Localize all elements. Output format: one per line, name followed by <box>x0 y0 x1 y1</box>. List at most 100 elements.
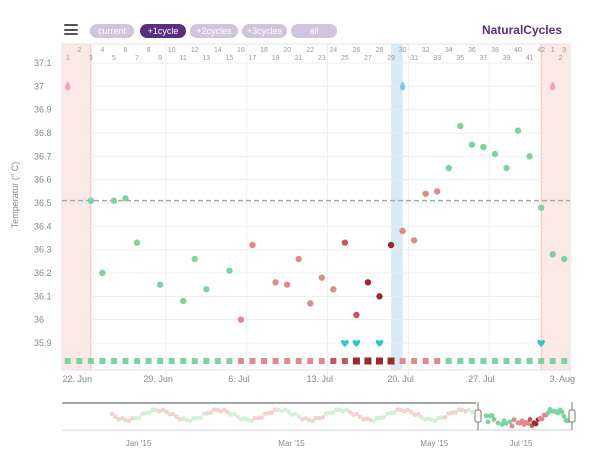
range-handle-icon[interactable] <box>474 409 482 423</box>
cycle-day-label: 17 <box>249 55 257 62</box>
day-status-square[interactable] <box>376 357 383 365</box>
temperature-point[interactable] <box>422 190 429 197</box>
temperature-point[interactable] <box>410 237 418 244</box>
day-status-square[interactable] <box>307 358 314 364</box>
day-status-square[interactable] <box>364 357 372 365</box>
temperature-point[interactable] <box>180 297 187 305</box>
temperature-point[interactable] <box>133 239 141 246</box>
day-status-square[interactable] <box>272 358 279 364</box>
temperature-point[interactable] <box>272 279 279 286</box>
temperature-point[interactable] <box>249 241 256 249</box>
temperature-point[interactable] <box>561 255 568 263</box>
day-status-square[interactable] <box>491 358 498 364</box>
temperature-point[interactable] <box>549 251 556 258</box>
day-status-square[interactable] <box>295 358 302 364</box>
day-status-square[interactable] <box>480 358 487 364</box>
range-handle-icon[interactable] <box>568 409 576 423</box>
day-status-square[interactable] <box>457 358 464 364</box>
day-status-square[interactable] <box>203 358 210 364</box>
overview-history-dot <box>347 409 353 415</box>
temperature-point[interactable] <box>99 269 106 277</box>
temperature-point[interactable] <box>434 188 441 195</box>
temperature-point[interactable] <box>318 274 325 281</box>
temperature-point[interactable] <box>480 143 487 151</box>
day-status-square[interactable] <box>180 358 187 364</box>
range-all-button[interactable]: all <box>291 24 337 38</box>
temperature-point[interactable] <box>283 281 291 288</box>
day-status-square[interactable] <box>157 358 164 364</box>
day-status-square[interactable] <box>352 357 360 365</box>
day-status-square[interactable] <box>561 358 568 364</box>
day-status-square[interactable] <box>399 358 406 364</box>
day-status-square[interactable] <box>341 358 348 364</box>
day-status-square[interactable] <box>249 358 256 364</box>
temperature-point[interactable] <box>87 197 95 204</box>
day-status-square[interactable] <box>411 358 418 364</box>
day-status-square[interactable] <box>64 358 71 364</box>
day-status-square[interactable] <box>237 358 244 364</box>
temperature-point[interactable] <box>399 227 406 235</box>
temperature-point[interactable] <box>503 164 510 172</box>
range-1cycle-button[interactable]: +1cycle <box>140 24 186 38</box>
day-status-square[interactable] <box>434 358 441 364</box>
temperature-point[interactable] <box>514 127 522 134</box>
day-status-square[interactable] <box>261 358 268 364</box>
cycle-day-label: 4 <box>100 47 104 54</box>
temperature-point[interactable] <box>237 316 245 323</box>
day-status-square[interactable] <box>226 358 233 364</box>
day-status-square[interactable] <box>76 358 83 364</box>
temperature-point[interactable] <box>156 281 164 288</box>
day-status-square[interactable] <box>318 358 325 364</box>
range-2cycles-button[interactable]: +2cycles <box>190 24 238 38</box>
temperature-point[interactable] <box>122 195 129 202</box>
temperature-point[interactable] <box>387 241 395 249</box>
temperature-point[interactable] <box>330 286 337 293</box>
day-status-square[interactable] <box>134 358 141 364</box>
day-status-square[interactable] <box>515 358 522 364</box>
day-status-square[interactable] <box>122 358 129 364</box>
range-3cycles-button[interactable]: +3cycles <box>242 24 287 38</box>
day-status-square[interactable] <box>445 358 452 364</box>
temperature-point[interactable] <box>537 204 545 211</box>
temperature-point[interactable] <box>468 141 476 148</box>
day-status-square[interactable] <box>422 358 429 364</box>
cycle-day-label: 1 <box>66 55 70 62</box>
temperature-point[interactable] <box>353 311 360 319</box>
temperature-point[interactable] <box>226 267 233 274</box>
cycle-day-label: 36 <box>468 47 476 54</box>
day-status-square[interactable] <box>284 358 291 364</box>
temperature-point[interactable] <box>110 197 118 204</box>
date-tick-label: 6. Jul <box>228 374 250 384</box>
cycle-day-label: 24 <box>329 47 337 54</box>
temperature-point[interactable] <box>491 150 499 158</box>
day-status-square[interactable] <box>503 358 510 364</box>
temperature-point[interactable] <box>341 239 349 246</box>
range-current-button[interactable]: current <box>90 24 134 38</box>
overview-history-dot <box>313 415 319 421</box>
temperature-point[interactable] <box>191 255 198 263</box>
temperature-point[interactable] <box>526 153 533 160</box>
day-status-square[interactable] <box>538 358 545 364</box>
day-status-square[interactable] <box>549 358 556 364</box>
day-status-square[interactable] <box>99 358 106 364</box>
day-status-square[interactable] <box>526 358 533 364</box>
day-status-square[interactable] <box>387 357 395 365</box>
temperature-point[interactable] <box>445 164 452 172</box>
temperature-point[interactable] <box>376 293 383 300</box>
day-status-square[interactable] <box>87 358 94 364</box>
temperature-point[interactable] <box>457 122 464 130</box>
day-status-square[interactable] <box>110 358 117 364</box>
temperature-point[interactable] <box>364 279 372 286</box>
y-tick-label: 36.9 <box>34 105 52 115</box>
day-status-square[interactable] <box>330 358 337 364</box>
temperature-point[interactable] <box>203 286 210 293</box>
day-status-square[interactable] <box>468 358 475 364</box>
overview-history-dot <box>320 415 326 420</box>
temperature-point[interactable] <box>295 255 302 263</box>
temperature-point[interactable] <box>307 300 314 307</box>
hamburger-menu-icon[interactable] <box>64 24 78 35</box>
day-status-square[interactable] <box>191 358 198 364</box>
day-status-square[interactable] <box>214 358 221 364</box>
day-status-square[interactable] <box>168 358 175 364</box>
day-status-square[interactable] <box>145 358 152 364</box>
